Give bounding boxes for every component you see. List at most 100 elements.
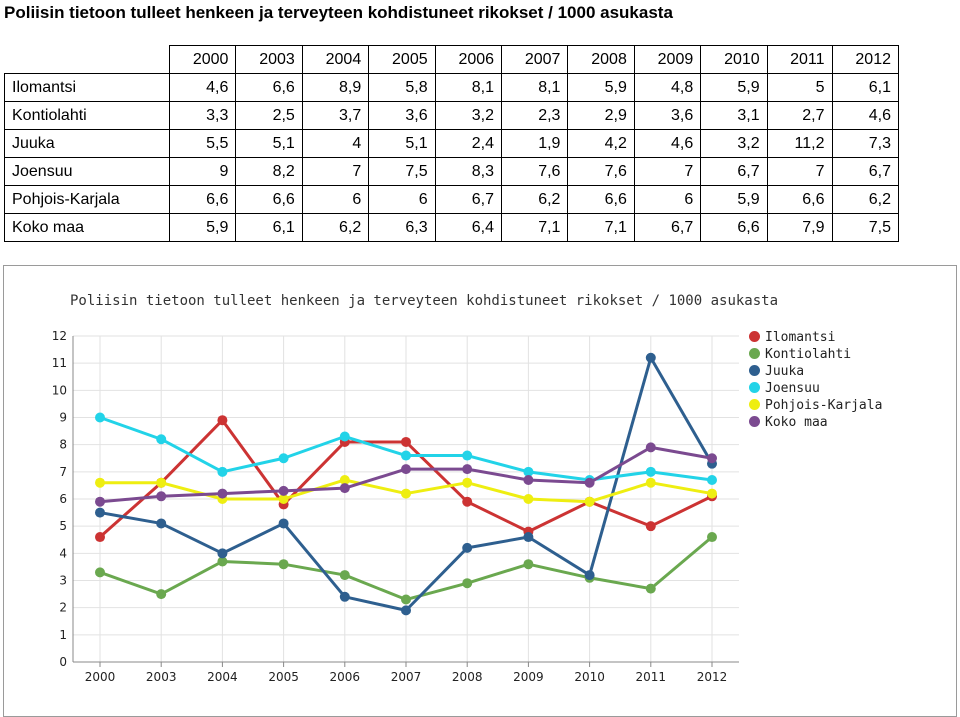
- table-cell: 8,1: [501, 73, 569, 102]
- data-point: [156, 589, 167, 600]
- data-point: [278, 485, 289, 496]
- table-cell: 7: [766, 157, 833, 186]
- x-tick-label: 2010: [574, 670, 605, 684]
- table-cell: 7,5: [368, 157, 436, 186]
- year-header: 2005: [368, 45, 436, 74]
- data-point: [95, 412, 105, 423]
- data-point: [523, 474, 534, 485]
- data-point: [339, 570, 350, 581]
- data-point: [95, 567, 105, 578]
- row-label: Juuka: [4, 129, 170, 158]
- table-cell: 1,9: [501, 129, 569, 158]
- data-point: [401, 605, 411, 616]
- y-tick-label: 6: [59, 492, 67, 506]
- x-tick-label: 2003: [146, 670, 177, 684]
- data-point: [217, 556, 228, 567]
- row-label: Kontiolahti: [4, 101, 170, 130]
- table-cell: 7,1: [567, 213, 635, 242]
- legend-marker-icon: [749, 365, 760, 376]
- table-cell: 7,5: [831, 213, 899, 242]
- data-point: [707, 453, 717, 464]
- table-cell: 5,9: [700, 73, 768, 102]
- table-cell: 7: [301, 157, 370, 186]
- y-tick-label: 5: [59, 519, 67, 533]
- year-header: 2003: [235, 45, 303, 74]
- data-point: [523, 466, 534, 477]
- table-cell: 11,2: [766, 129, 833, 158]
- table-cell: 6,7: [700, 157, 768, 186]
- table-cell: 2,4: [434, 129, 503, 158]
- data-point: [462, 578, 473, 589]
- table-cell: 6,7: [434, 185, 503, 214]
- legend-item: Kontiolahti: [749, 346, 882, 363]
- legend-label: Kontiolahti: [765, 347, 852, 362]
- y-tick-label: 4: [59, 546, 67, 560]
- y-tick-label: 7: [59, 465, 67, 479]
- table-cell: 2,9: [567, 101, 635, 130]
- table-cell: 6,2: [831, 185, 899, 214]
- data-point: [523, 559, 534, 570]
- table-cell: 7,6: [501, 157, 569, 186]
- data-point: [156, 491, 167, 502]
- table-cell: 5,9: [567, 73, 635, 102]
- table-cell: 5,9: [168, 213, 237, 242]
- year-header: 2011: [766, 45, 833, 74]
- table-cell: 6,3: [368, 213, 436, 242]
- data-point: [156, 477, 167, 488]
- data-point: [645, 477, 656, 488]
- table-cell: 8,9: [301, 73, 370, 102]
- table-header-row: 2000 2003 2004 2005 2006 2007 2008 2009 2010 2011…: [4, 45, 899, 74]
- y-tick-label: 3: [59, 574, 67, 588]
- table-cell: 3,2: [700, 129, 768, 158]
- table-cell: 8,2: [235, 157, 303, 186]
- data-point: [339, 483, 350, 494]
- table-cell: 7,1: [501, 213, 569, 242]
- table-cell: 5,9: [700, 185, 768, 214]
- legend-item: Joensuu: [749, 380, 882, 397]
- data-point: [156, 434, 167, 445]
- row-label: Joensuu: [4, 157, 170, 186]
- x-tick-label: 2009: [513, 670, 544, 684]
- table-cell: 2,3: [501, 101, 569, 130]
- year-header: 2009: [633, 45, 702, 74]
- data-point: [217, 466, 228, 477]
- table-cell: 4,2: [567, 129, 635, 158]
- table-cell: 8,1: [434, 73, 503, 102]
- data-point: [339, 431, 350, 442]
- data-point: [401, 436, 411, 447]
- table-cell: 6,6: [766, 185, 833, 214]
- legend-item: Ilomantsi: [749, 329, 882, 346]
- data-point: [645, 583, 656, 594]
- x-tick-label: 2000: [85, 670, 116, 684]
- table-cell: 6: [301, 185, 370, 214]
- data-point: [645, 466, 656, 477]
- row-label: Koko maa: [4, 213, 170, 242]
- x-tick-label: 2007: [391, 670, 422, 684]
- table-body: Ilomantsi 4,6 6,6 8,9 5,8 8,1 8,1 5,9 4,8 5,9 5 6,1…: [4, 73, 899, 242]
- table-cell: 5,1: [235, 129, 303, 158]
- data-point: [645, 521, 656, 532]
- data-point: [278, 559, 289, 570]
- data-point: [645, 352, 656, 363]
- table-cell: 5: [766, 73, 833, 102]
- table-cell: 6,1: [235, 213, 303, 242]
- legend-item: Koko maa: [749, 414, 882, 431]
- year-header: 2010: [700, 45, 768, 74]
- table-cell: 6,1: [831, 73, 899, 102]
- legend-label: Koko maa: [765, 415, 828, 430]
- data-point: [95, 477, 105, 488]
- legend-marker-icon: [749, 399, 760, 410]
- data-point: [523, 532, 534, 543]
- table-cell: 6,6: [700, 213, 768, 242]
- legend-label: Pohjois-Karjala: [765, 398, 883, 413]
- data-point: [523, 494, 534, 504]
- legend-label: Ilomantsi: [765, 330, 836, 345]
- table-cell: 6: [633, 185, 702, 214]
- table-cell: 6,7: [633, 213, 702, 242]
- table-cell: 3,3: [168, 101, 237, 130]
- table-row: Juuka 5,5 5,1 4 5,1 2,4 1,9 4,2 4,6 3,2 11,2 7,3: [4, 129, 899, 158]
- table-cell: 3,7: [301, 101, 370, 130]
- table-cell: 4,6: [633, 129, 702, 158]
- data-point: [462, 496, 473, 507]
- table-cell: 6,6: [235, 185, 303, 214]
